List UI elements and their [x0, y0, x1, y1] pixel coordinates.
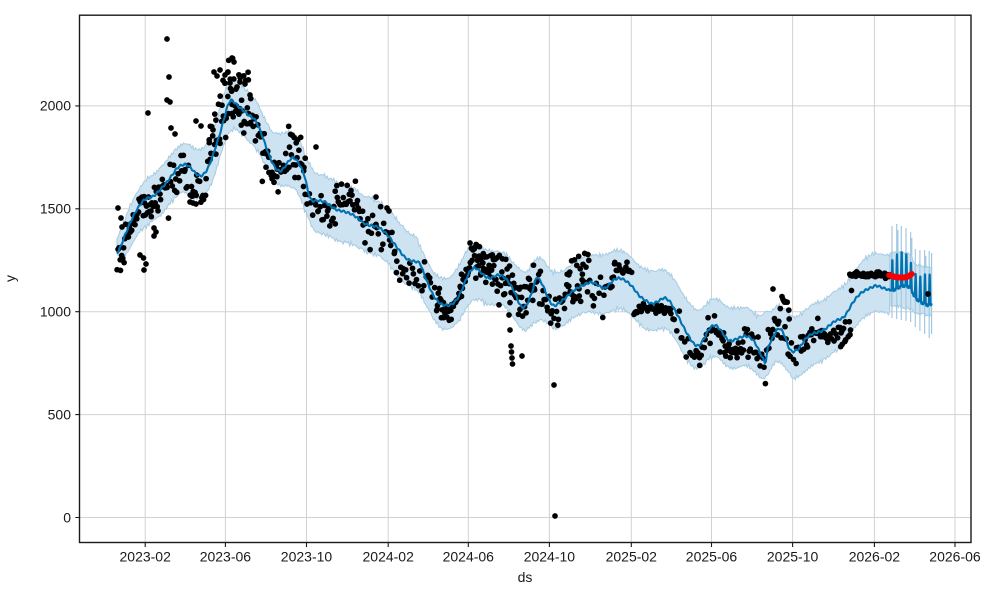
svg-text:2023-02: 2023-02 [120, 549, 172, 565]
svg-text:2025-02: 2025-02 [606, 549, 658, 565]
svg-text:2024-10: 2024-10 [524, 549, 576, 565]
svg-text:1000: 1000 [40, 304, 71, 320]
svg-text:500: 500 [48, 406, 72, 422]
svg-text:2023-10: 2023-10 [281, 549, 333, 565]
svg-text:2025-06: 2025-06 [686, 549, 738, 565]
svg-text:2025-10: 2025-10 [767, 549, 819, 565]
svg-text:2023-06: 2023-06 [200, 549, 252, 565]
svg-text:0: 0 [63, 509, 71, 525]
svg-text:2026-06: 2026-06 [929, 549, 981, 565]
svg-text:2024-06: 2024-06 [443, 549, 495, 565]
svg-text:1500: 1500 [40, 201, 71, 217]
svg-text:ds: ds [518, 569, 533, 585]
svg-text:2000: 2000 [40, 98, 71, 114]
svg-text:2026-02: 2026-02 [849, 549, 901, 565]
svg-text:y: y [2, 275, 18, 282]
svg-text:2024-02: 2024-02 [363, 549, 415, 565]
